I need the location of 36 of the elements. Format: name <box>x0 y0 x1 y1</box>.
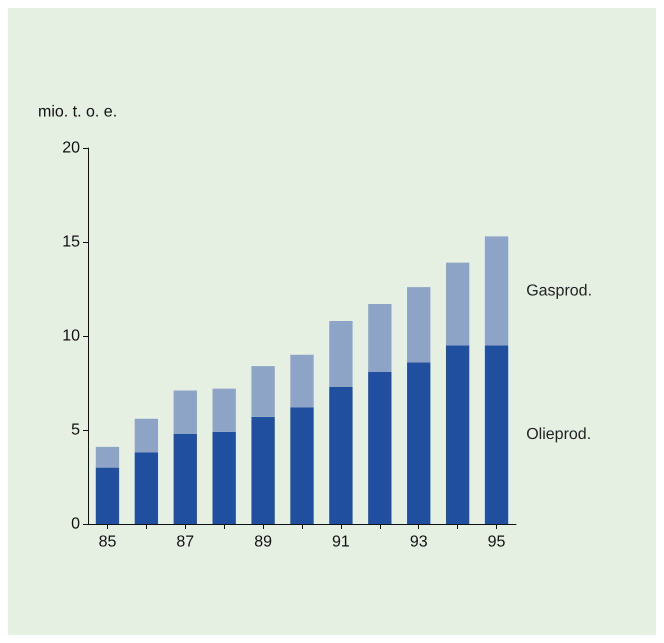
y-tick-label: 15 <box>62 234 80 250</box>
x-tick-label: 89 <box>254 534 272 550</box>
bar <box>407 362 430 524</box>
series-label: Gasprod. <box>526 282 592 300</box>
y-tick-label: 0 <box>71 516 80 532</box>
bar <box>212 432 236 524</box>
x-tick-label: 93 <box>410 534 428 550</box>
bar <box>368 372 392 524</box>
bar <box>329 386 353 524</box>
bar <box>174 434 197 524</box>
y-tick-label: 10 <box>62 328 80 344</box>
x-tick-label: 87 <box>176 534 194 550</box>
bar <box>251 416 275 524</box>
bar <box>251 366 275 417</box>
bar <box>290 354 314 408</box>
bar <box>134 418 158 453</box>
bar <box>368 304 392 372</box>
bar <box>484 345 508 524</box>
bar <box>484 236 508 346</box>
bar <box>446 262 470 346</box>
y-axis-title: mio. t. o. e. <box>38 104 118 120</box>
x-tick-label: 91 <box>332 534 350 550</box>
bar <box>446 345 470 524</box>
bar <box>212 388 236 432</box>
bar <box>96 468 120 524</box>
bar <box>174 390 197 434</box>
y-tick-label: 20 <box>62 140 80 156</box>
series-label: Olieprod. <box>526 426 592 444</box>
x-tick-label: 85 <box>98 534 116 550</box>
y-tick-label: 5 <box>71 422 80 438</box>
bar <box>96 446 120 468</box>
bar <box>329 320 353 387</box>
bar <box>290 407 314 524</box>
bar <box>407 287 430 362</box>
x-tick-label: 95 <box>488 534 506 550</box>
bar <box>134 452 158 524</box>
